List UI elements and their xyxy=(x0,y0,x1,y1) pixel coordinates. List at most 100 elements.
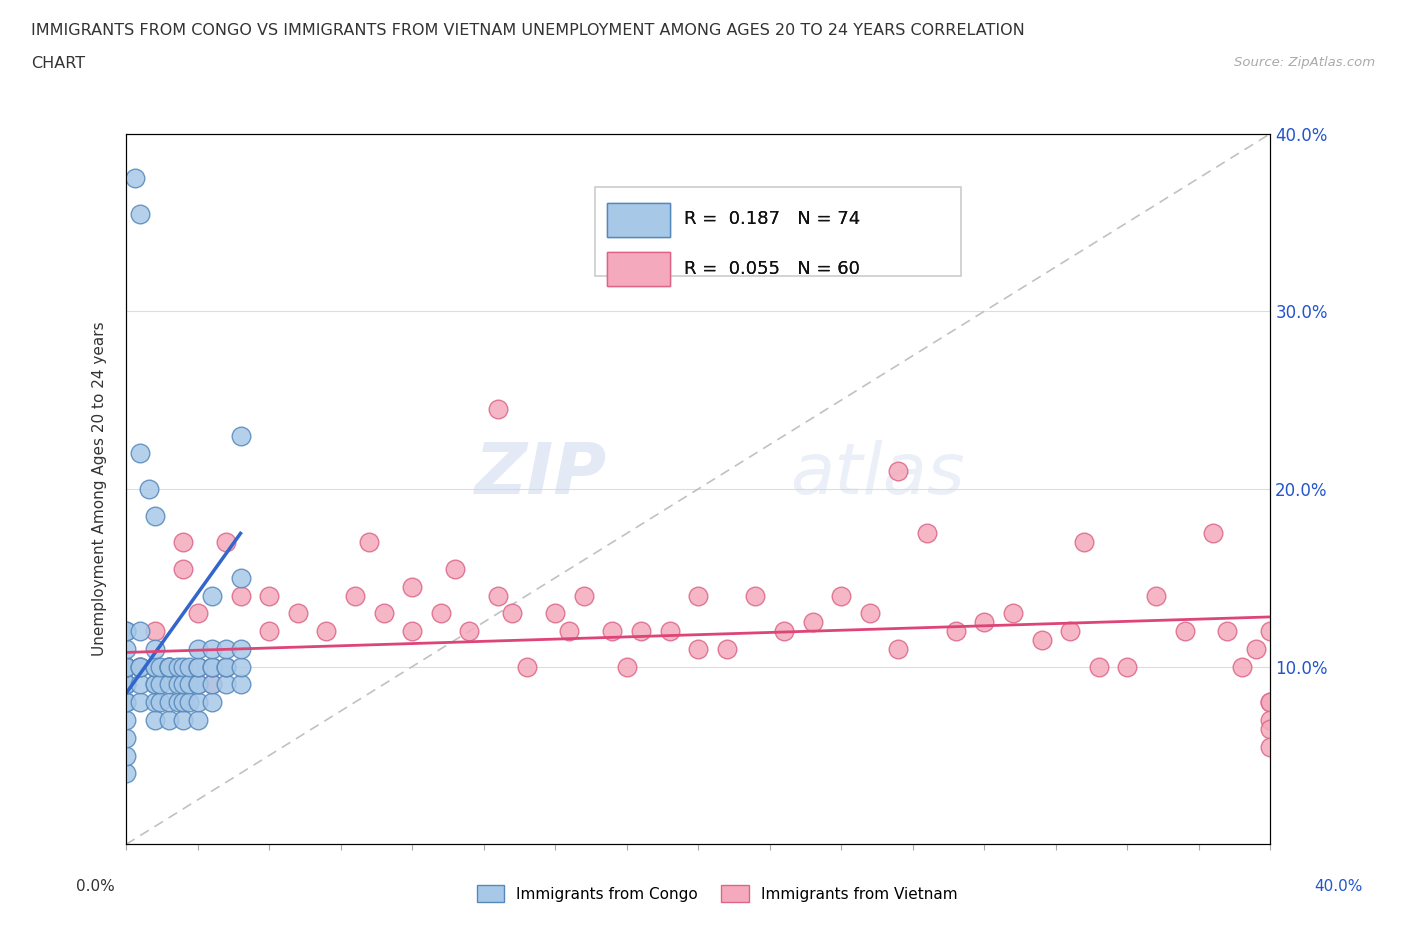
Point xyxy=(129,677,152,692)
Point xyxy=(1244,642,1267,657)
Point xyxy=(115,659,138,674)
Point xyxy=(166,695,188,710)
Point xyxy=(1001,606,1024,621)
Point xyxy=(201,677,224,692)
Point xyxy=(1073,535,1095,550)
Point xyxy=(157,659,180,674)
Point xyxy=(187,695,209,710)
Point xyxy=(143,659,166,674)
Point xyxy=(215,535,238,550)
Point xyxy=(1031,632,1053,647)
Point xyxy=(1230,659,1253,674)
FancyBboxPatch shape xyxy=(606,203,669,236)
Point xyxy=(1116,659,1139,674)
Point xyxy=(229,659,252,674)
Point xyxy=(177,659,200,674)
Point xyxy=(115,677,138,692)
Point xyxy=(1260,739,1282,754)
Point xyxy=(602,624,624,639)
Point xyxy=(157,712,180,727)
Point xyxy=(1260,722,1282,737)
Point xyxy=(516,659,538,674)
Point xyxy=(115,765,138,780)
Point xyxy=(359,535,381,550)
Point xyxy=(115,642,138,657)
Point xyxy=(115,659,138,674)
Point xyxy=(143,677,166,692)
Point xyxy=(257,588,280,603)
Point xyxy=(129,446,152,461)
Point xyxy=(187,677,209,692)
Text: R =  0.055   N = 60: R = 0.055 N = 60 xyxy=(685,259,860,278)
Point xyxy=(129,659,152,674)
Point xyxy=(229,428,252,443)
Point xyxy=(773,624,796,639)
Point xyxy=(229,642,252,657)
Point xyxy=(201,588,224,603)
Text: ZIP: ZIP xyxy=(474,440,606,510)
Point xyxy=(201,677,224,692)
Point xyxy=(973,615,995,630)
Point xyxy=(444,562,467,577)
Point xyxy=(215,677,238,692)
Point xyxy=(1144,588,1167,603)
Point xyxy=(201,642,224,657)
Point xyxy=(887,464,910,479)
Point xyxy=(157,677,180,692)
Text: atlas: atlas xyxy=(790,440,965,510)
Point xyxy=(166,659,188,674)
Point xyxy=(172,712,194,727)
Point xyxy=(115,748,138,763)
Point xyxy=(1260,624,1282,639)
Point xyxy=(429,606,451,621)
Point xyxy=(172,695,194,710)
Point xyxy=(187,677,209,692)
Point xyxy=(115,659,138,674)
Point xyxy=(129,695,152,710)
Point xyxy=(830,588,852,603)
Point xyxy=(201,695,224,710)
Point xyxy=(229,588,252,603)
Point xyxy=(343,588,366,603)
Text: CHART: CHART xyxy=(31,56,84,71)
Text: R =  0.187   N = 74: R = 0.187 N = 74 xyxy=(685,210,860,228)
Point xyxy=(157,659,180,674)
Point xyxy=(887,642,910,657)
Point xyxy=(115,659,138,674)
Point xyxy=(149,659,172,674)
Point xyxy=(172,659,194,674)
Point xyxy=(149,677,172,692)
Point xyxy=(1173,624,1195,639)
Point xyxy=(215,642,238,657)
Point xyxy=(716,642,738,657)
Point xyxy=(1260,712,1282,727)
Point xyxy=(501,606,523,621)
Text: R =  0.187   N = 74: R = 0.187 N = 74 xyxy=(685,210,860,228)
Point xyxy=(177,695,200,710)
Point xyxy=(658,624,681,639)
Point xyxy=(257,624,280,639)
Point xyxy=(616,659,638,674)
Point xyxy=(1202,526,1225,541)
Point xyxy=(572,588,595,603)
Point xyxy=(143,677,166,692)
Point xyxy=(688,588,710,603)
Point xyxy=(187,606,209,621)
Point xyxy=(129,206,152,221)
Text: Source: ZipAtlas.com: Source: ZipAtlas.com xyxy=(1234,56,1375,69)
Point xyxy=(149,695,172,710)
Point xyxy=(630,624,652,639)
Point xyxy=(215,659,238,674)
Point xyxy=(945,624,967,639)
Point xyxy=(744,588,766,603)
Point xyxy=(177,677,200,692)
Point xyxy=(143,624,166,639)
Point xyxy=(143,508,166,523)
Point xyxy=(187,642,209,657)
Text: IMMIGRANTS FROM CONGO VS IMMIGRANTS FROM VIETNAM UNEMPLOYMENT AMONG AGES 20 TO 2: IMMIGRANTS FROM CONGO VS IMMIGRANTS FROM… xyxy=(31,23,1025,38)
Point xyxy=(129,659,152,674)
Point xyxy=(688,642,710,657)
FancyBboxPatch shape xyxy=(606,252,669,286)
Point xyxy=(115,730,138,745)
Point xyxy=(129,624,152,639)
